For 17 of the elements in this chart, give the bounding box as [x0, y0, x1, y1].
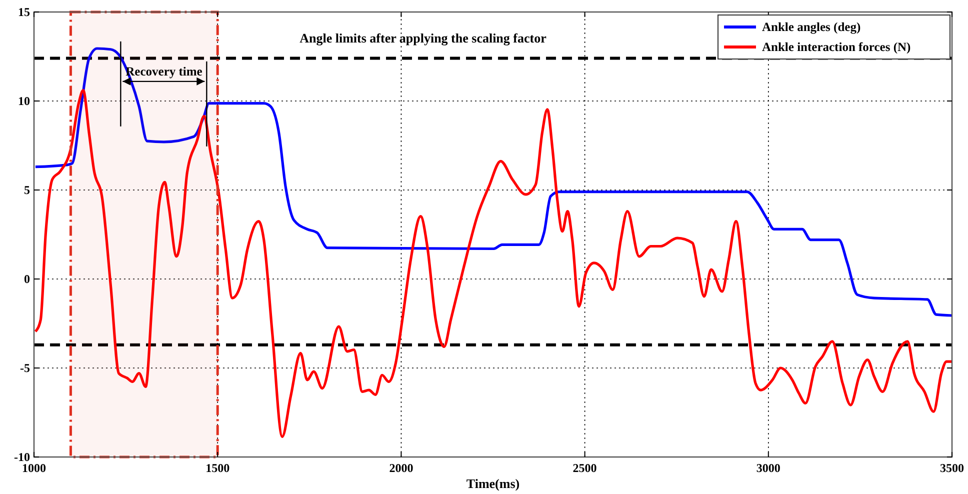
- x-tick-label: 2000: [389, 461, 414, 475]
- ref-line-label: Angle limits after applying the scaling factor: [300, 30, 547, 46]
- y-tick-label: 10: [18, 94, 30, 108]
- x-tick-label: 2500: [572, 461, 597, 475]
- x-tick-label: 1000: [22, 461, 46, 475]
- legend-label: Ankle angles (deg): [762, 20, 861, 34]
- y-tick-label: 0: [24, 272, 30, 286]
- x-tick-label: 1500: [206, 461, 230, 475]
- line-series: [34, 89, 954, 438]
- x-tick-label: 3500: [940, 461, 964, 475]
- x-tick-label: 3000: [756, 461, 780, 475]
- legend-label: Ankle interaction forces (N): [762, 40, 911, 54]
- y-tick-label: 15: [18, 5, 30, 19]
- y-tick-label: -10: [14, 450, 30, 464]
- x-axis-title: Time(ms): [466, 476, 520, 491]
- y-tick-label: 5: [24, 183, 30, 197]
- y-tick-label: -5: [20, 361, 30, 375]
